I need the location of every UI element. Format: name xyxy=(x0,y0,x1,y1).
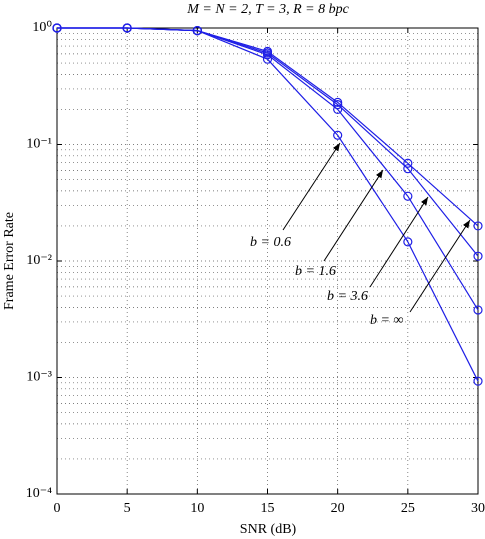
marker xyxy=(403,158,413,168)
marker xyxy=(333,130,343,140)
marker xyxy=(262,46,273,56)
marker xyxy=(333,104,343,115)
chart-title: M = N = 2, T = 3, R = 8 bpc xyxy=(186,2,349,17)
marker xyxy=(333,97,343,107)
annotation: b = 3.6 xyxy=(327,289,368,304)
marker xyxy=(403,237,413,247)
annotation-arrow xyxy=(282,142,341,231)
y-tick-label: 10⁰ xyxy=(32,20,52,35)
x-tick-label: 30 xyxy=(471,501,485,516)
marker xyxy=(473,251,483,261)
y-tick-label: 10⁻¹ xyxy=(26,137,52,152)
y-axis-label: Frame Error Rate xyxy=(2,212,17,310)
marker xyxy=(473,221,483,231)
x-tick-label: 20 xyxy=(331,501,345,516)
marker xyxy=(403,164,413,174)
y-tick-label: 10⁻³ xyxy=(26,370,52,385)
series-line xyxy=(57,27,479,227)
marker xyxy=(192,25,202,36)
marker xyxy=(473,305,483,315)
annotation-arrow xyxy=(409,219,471,313)
x-tick-label: 0 xyxy=(54,501,61,516)
marker xyxy=(403,191,413,201)
x-tick-label: 5 xyxy=(124,501,131,516)
marker xyxy=(122,23,132,33)
x-tick-label: 15 xyxy=(261,501,275,516)
annotation: b = 0.6 xyxy=(250,235,291,250)
y-tick-label: 10⁻² xyxy=(26,253,52,268)
x-tick-label: 10 xyxy=(190,501,204,516)
annotation: b = 1.6 xyxy=(295,264,336,279)
y-tick-label: 10⁻⁴ xyxy=(26,486,52,501)
annotation: b = ∞ xyxy=(370,313,403,328)
x-tick-label: 25 xyxy=(401,501,415,516)
plot-frame xyxy=(56,27,479,495)
marker xyxy=(52,23,62,33)
marker xyxy=(473,376,483,386)
annotation-arrow xyxy=(323,169,384,262)
series-line xyxy=(57,27,479,257)
annotation-arrow xyxy=(369,196,429,288)
x-axis-label: SNR (dB) xyxy=(240,522,297,537)
